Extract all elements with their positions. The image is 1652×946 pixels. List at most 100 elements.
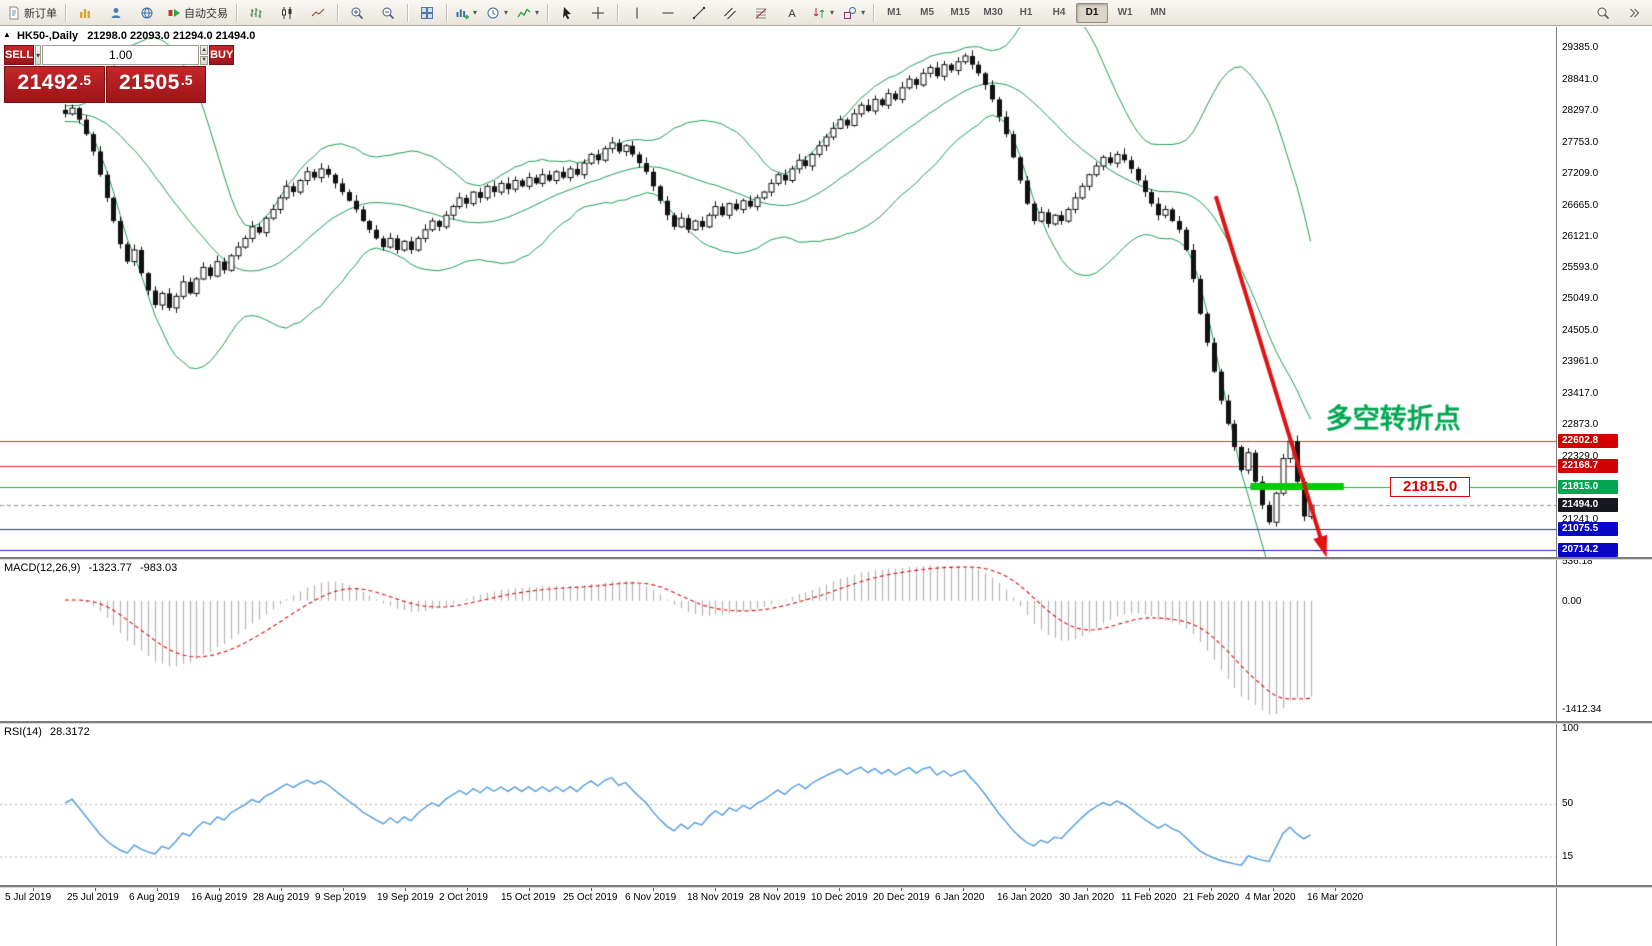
macd-label: MACD(12,26,9) <box>4 562 81 574</box>
support-level-label[interactable]: 21815.0 <box>1390 476 1471 497</box>
price-tick: 28297.0 <box>1562 105 1599 117</box>
zoom-in-button[interactable] <box>342 2 372 24</box>
sell-button[interactable]: SELL <box>4 45 35 65</box>
trendline-icon <box>692 6 706 19</box>
date-tick <box>33 887 34 891</box>
toolbar-separator <box>407 3 408 22</box>
macd-value: -1323.77 <box>88 562 132 574</box>
svg-text:A: A <box>788 8 796 20</box>
panel-separator[interactable] <box>0 557 1652 559</box>
main-chart-canvas[interactable] <box>0 27 1556 557</box>
symbol-label: HK50-,Daily <box>16 30 79 42</box>
date-tick <box>529 887 530 891</box>
bar-chart-icon <box>250 7 262 18</box>
profiles-button[interactable]: ▾ <box>482 2 512 24</box>
price-tag: 21075.5 <box>1558 522 1618 537</box>
lot-decrease-button[interactable]: ▼ <box>200 55 209 65</box>
web-button[interactable] <box>132 2 162 24</box>
line-chart-button[interactable] <box>303 2 333 24</box>
search-icon <box>1597 7 1610 19</box>
date-tick <box>1149 887 1150 891</box>
timeframe-group: M1 M5 M15 M30 H1 H4 D1 W1 MN <box>878 2 1174 23</box>
tile-windows-button[interactable] <box>412 2 442 24</box>
line-chart-icon <box>311 8 325 16</box>
toolbar-overflow-button[interactable] <box>1619 2 1649 24</box>
rsi-panel-canvas[interactable] <box>0 723 1556 885</box>
lot-increase-button[interactable]: ▲ <box>200 45 209 55</box>
price-tick: 24505.0 <box>1562 324 1599 336</box>
macd-info: MACD(12,26,9) -1323.77 -983.03 <box>4 562 177 574</box>
price-tick: 25049.0 <box>1562 293 1599 305</box>
text-button[interactable]: A <box>777 2 807 24</box>
cursor-button[interactable] <box>552 2 582 24</box>
price-tick: 26665.0 <box>1562 199 1599 211</box>
timeframe-H4[interactable]: H4 <box>1052 7 1066 18</box>
order-type-dropdown[interactable]: ▾ <box>35 45 42 65</box>
buy-button[interactable]: BUY <box>209 45 235 65</box>
vertical-line-button[interactable] <box>622 2 652 24</box>
timeframe-W1[interactable]: W1 <box>1117 7 1133 18</box>
panel-separator[interactable] <box>0 721 1652 723</box>
channel-icon <box>724 7 736 19</box>
channel-button[interactable] <box>715 2 745 24</box>
timeframe-M5[interactable]: M5 <box>920 7 935 18</box>
timeframe-M15[interactable]: M15 <box>950 7 970 18</box>
chevron-double-icon <box>1630 8 1640 17</box>
date-tick <box>95 887 96 891</box>
date-label: 28 Nov 2019 <box>749 892 806 903</box>
price-tick: 22873.0 <box>1562 419 1599 431</box>
trendline-button[interactable] <box>684 2 714 24</box>
toolbar-separator <box>65 3 66 22</box>
new-order-icon <box>9 6 19 19</box>
navigator-button[interactable] <box>101 2 131 24</box>
shapes-button[interactable]: ▾ <box>839 2 869 24</box>
arrows-button[interactable]: ▾ <box>808 2 838 24</box>
chevron-down-icon: ▾ <box>830 8 835 17</box>
macd-panel-canvas[interactable] <box>0 559 1556 721</box>
date-tick <box>963 887 964 891</box>
auto-trading-button[interactable]: 自动交易 <box>163 2 232 24</box>
date-label: 9 Sep 2019 <box>315 892 367 903</box>
new-chart-button[interactable]: ▾ <box>451 2 481 24</box>
crosshair-button[interactable] <box>583 2 613 24</box>
toolbar-separator <box>873 3 875 22</box>
date-tick <box>343 887 344 891</box>
rsi-value: 28.3172 <box>49 726 90 738</box>
data-window-button[interactable] <box>70 2 100 24</box>
chart-window: 29385.0 28841.0 28297.0 27753.0 27209.0 26665… <box>0 27 1652 946</box>
price-scale[interactable]: 29385.0 28841.0 28297.0 27753.0 27209.0 26665… <box>1556 27 1652 946</box>
timeframe-H1[interactable]: H1 <box>1019 7 1033 18</box>
candlestick-chart-button[interactable] <box>272 2 302 24</box>
arrow-tools-icon <box>813 7 825 18</box>
timeframe-M1[interactable]: M1 <box>887 7 902 18</box>
macd-signal-value: -983.03 <box>139 562 178 574</box>
buy-price-button[interactable]: 21505 .5 <box>105 66 206 103</box>
search-button[interactable] <box>1588 2 1618 24</box>
timeframe-MN[interactable]: MN <box>1150 7 1166 18</box>
new-order-button[interactable]: 新订单 <box>3 2 61 24</box>
date-label: 21 Feb 2020 <box>1183 892 1240 903</box>
date-label: 19 Sep 2019 <box>377 892 434 903</box>
date-label: 20 Dec 2019 <box>873 892 930 903</box>
toolbar-separator <box>337 3 338 22</box>
bar-chart-button[interactable] <box>241 2 271 24</box>
timeframe-D1[interactable]: D1 <box>1076 2 1109 23</box>
chevron-down-icon: ▾ <box>504 8 509 17</box>
timeframe-M30[interactable]: M30 <box>983 7 1003 18</box>
new-order-label: 新订单 <box>24 7 57 20</box>
lot-size-input[interactable] <box>42 45 200 65</box>
date-axis[interactable]: 5 Jul 2019 25 Jul 2019 6 Aug 2019 16 Aug 20… <box>0 887 1556 909</box>
indicators-icon <box>517 7 531 17</box>
indicators-button[interactable]: ▾ <box>513 2 543 24</box>
sell-price-button[interactable]: 21492 .5 <box>4 66 105 103</box>
expand-icon: ▲ <box>3 30 11 39</box>
horizontal-line-button[interactable] <box>653 2 683 24</box>
navigator-icon <box>111 7 121 18</box>
fibonacci-button[interactable] <box>746 2 776 24</box>
data-window-icon <box>80 8 90 18</box>
buy-price-pip: .5 <box>180 72 193 88</box>
vertical-line-icon <box>636 7 638 18</box>
zoom-out-button[interactable] <box>373 2 403 24</box>
date-tick <box>157 887 158 891</box>
macd-tick: 0.00 <box>1562 595 1582 607</box>
